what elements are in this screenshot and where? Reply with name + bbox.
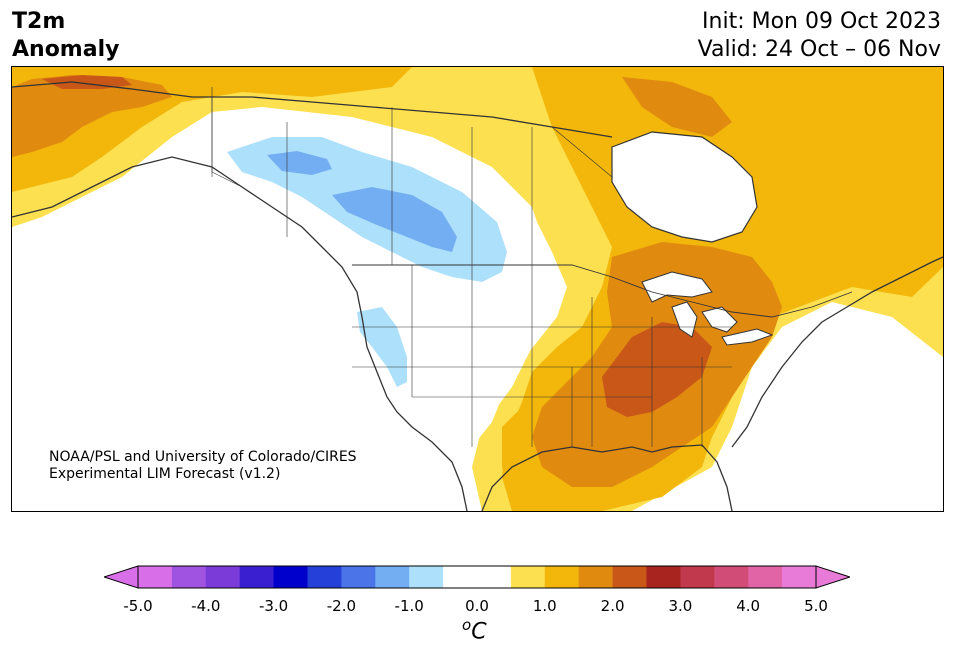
colorbar-cell (477, 566, 512, 588)
colorbar-cell (612, 566, 647, 588)
colorbar (104, 565, 850, 589)
anomaly-orange-region (12, 75, 172, 157)
colorbar-cell (646, 566, 681, 588)
colorbar-cell (341, 566, 376, 588)
colorbar-tick-label: -3.0 (258, 597, 289, 615)
colorbar-tick-label: -1.0 (394, 597, 424, 615)
colorbar-tick-label: -4.0 (191, 597, 221, 615)
colorbar-cell (782, 566, 817, 588)
valid-range: Valid: 24 Oct – 06 Nov (697, 37, 941, 62)
colorbar-tick-label: 0.0 (465, 597, 489, 615)
map-canvas (12, 67, 943, 511)
colorbar-tick-label: -2.0 (326, 597, 357, 615)
colorbar-cell (138, 566, 173, 588)
title-left: T2m Anomaly (12, 8, 119, 64)
colorbar-cell (205, 566, 241, 588)
coastline-arctic (12, 81, 613, 138)
coastline-east (731, 256, 943, 448)
unit-letter: C (471, 619, 487, 645)
colorbar-cells (138, 566, 817, 588)
us-canada-border (352, 264, 853, 318)
colorbar-over-triangle (815, 565, 850, 589)
colorbar-cell (409, 566, 444, 588)
colorbar-cell (443, 566, 478, 588)
colorbar-under-triangle (104, 565, 139, 589)
anomaly-blue-region-nw (267, 151, 332, 175)
colorbar-cell (510, 566, 546, 588)
colorbar-cell (544, 566, 580, 588)
credit-text: NOAA/PSL and University of Colorado/CIRE… (49, 449, 357, 483)
credit-line-2: Experimental LIM Forecast (v1.2) (49, 466, 281, 482)
title-right: Init: Mon 09 Oct 2023 Valid: 24 Oct – 06… (698, 8, 941, 64)
credit-line-1: NOAA/PSL and University of Colorado/CIRE… (49, 449, 357, 465)
colorbar-frame (137, 565, 817, 589)
colorbar-cell (273, 566, 308, 588)
hudson-bay (611, 131, 758, 243)
colorbar-cell (239, 566, 275, 588)
coastline-west (12, 156, 468, 511)
colorbar-tick-label: 3.0 (668, 597, 693, 615)
colorbar-cell (680, 566, 715, 588)
colorbar-tick-label: 2.0 (600, 597, 625, 615)
init-date: Init: Mon 09 Oct 2023 (702, 9, 941, 34)
alaska-border (211, 87, 273, 208)
state-borders (352, 265, 732, 447)
variable-label: T2m (12, 9, 66, 34)
colorbar-tick-label: -5.0 (123, 597, 153, 615)
colorbar-cell (578, 566, 614, 588)
colorbar-tick-label: 5.0 (804, 597, 828, 615)
unit-degree: o (462, 616, 472, 634)
colorbar-cell (307, 566, 342, 588)
anomaly-orange-region-hudson (622, 77, 732, 137)
colorbar-cell (375, 566, 410, 588)
anomaly-map[interactable] (11, 66, 944, 512)
anomaly-darkorange-region-nw (42, 75, 132, 89)
field-label: Anomaly (12, 37, 120, 62)
colorbar-cell (171, 566, 207, 588)
unit-label: oC (462, 616, 487, 644)
anomaly-blue-region (332, 187, 457, 252)
colorbar-tick-label: 4.0 (736, 597, 761, 615)
anomaly-darkorange-region (602, 322, 712, 417)
colorbar-cell (748, 566, 783, 588)
coastline-gulf (481, 444, 733, 511)
colorbar-cell (714, 566, 749, 588)
colorbar-tick-label: 1.0 (532, 597, 557, 615)
